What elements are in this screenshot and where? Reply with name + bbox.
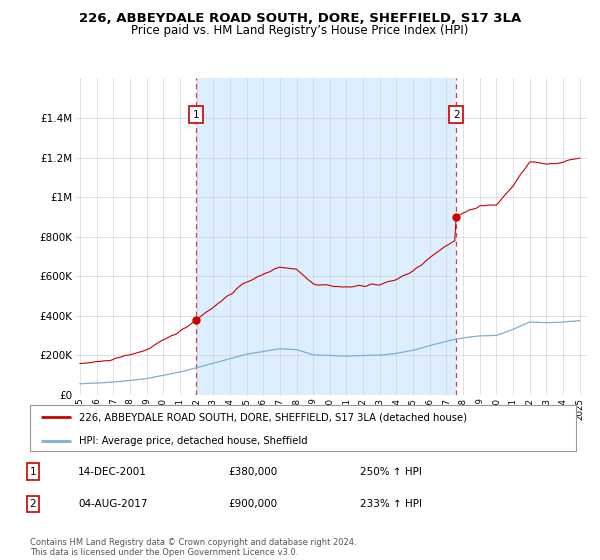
Text: 2: 2 [29,499,37,509]
Text: 226, ABBEYDALE ROAD SOUTH, DORE, SHEFFIELD, S17 3LA (detached house): 226, ABBEYDALE ROAD SOUTH, DORE, SHEFFIE… [79,412,467,422]
Text: 1: 1 [193,110,199,120]
Text: 1: 1 [29,466,37,477]
Text: 2: 2 [453,110,460,120]
Text: £900,000: £900,000 [228,499,277,509]
Text: 250% ↑ HPI: 250% ↑ HPI [360,466,422,477]
Text: Contains HM Land Registry data © Crown copyright and database right 2024.
This d: Contains HM Land Registry data © Crown c… [30,538,356,557]
Text: HPI: Average price, detached house, Sheffield: HPI: Average price, detached house, Shef… [79,436,308,446]
Bar [196,78,456,395]
Text: 14-DEC-2001: 14-DEC-2001 [78,466,147,477]
Text: £380,000: £380,000 [228,466,277,477]
Text: Price paid vs. HM Land Registry’s House Price Index (HPI): Price paid vs. HM Land Registry’s House … [131,24,469,36]
Text: 226, ABBEYDALE ROAD SOUTH, DORE, SHEFFIELD, S17 3LA: 226, ABBEYDALE ROAD SOUTH, DORE, SHEFFIE… [79,12,521,25]
Text: 04-AUG-2017: 04-AUG-2017 [78,499,148,509]
Text: 233% ↑ HPI: 233% ↑ HPI [360,499,422,509]
